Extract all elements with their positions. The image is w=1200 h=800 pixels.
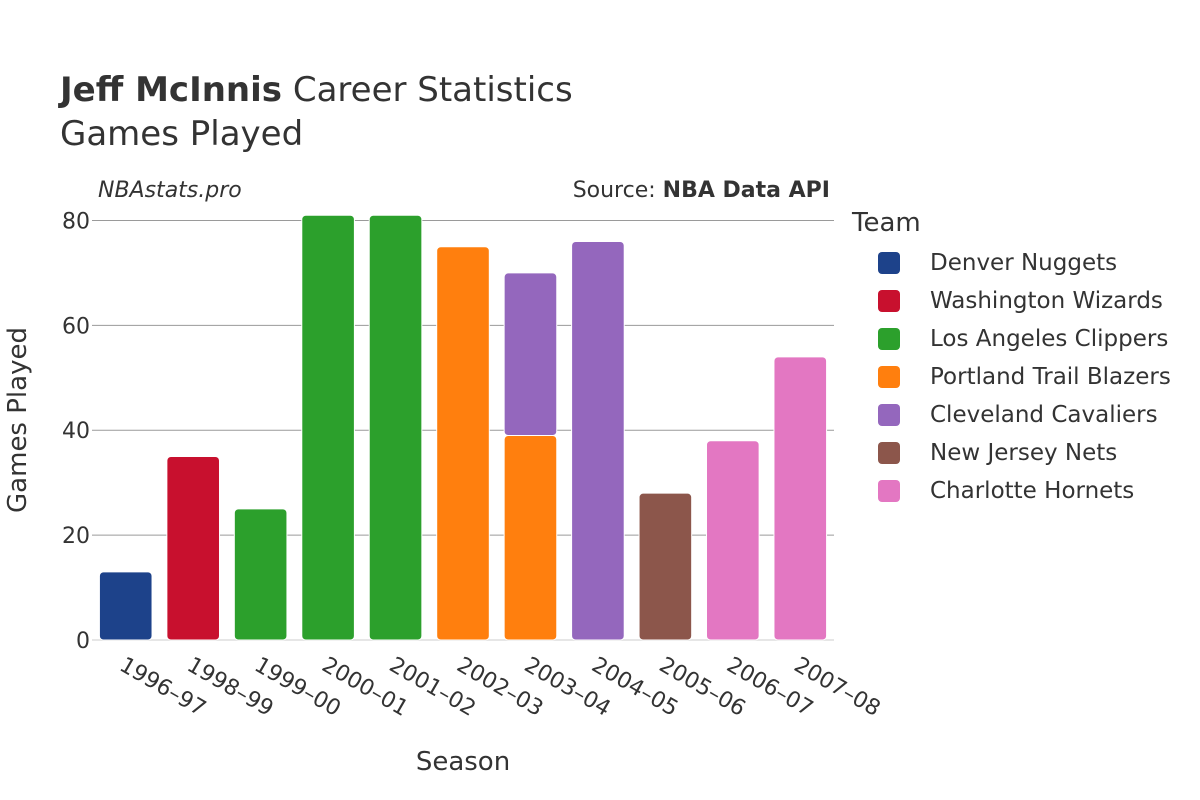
bar-2003–04-portland-trail-blazers[interactable] [503,434,558,641]
legend-swatch [878,404,900,426]
y-tick-label: 40 [62,419,90,444]
legend-label: Charlotte Hornets [930,478,1135,504]
bar-1996–97-denver-nuggets[interactable] [98,571,153,641]
bar-2003–04-cleveland-cavaliers[interactable] [503,272,558,436]
source-note: Source: NBA Data API [573,178,830,203]
legend-label: Portland Trail Blazers [930,364,1171,390]
legend-item[interactable]: Denver Nuggets [852,244,1171,282]
legend-title: Team [852,208,921,238]
legend-label: Cleveland Cavaliers [930,402,1158,428]
legend-item[interactable]: New Jersey Nets [852,434,1171,472]
x-axis-label: Season [416,747,510,777]
y-tick-label: 0 [76,629,90,654]
bar-2000–01-los-angeles-clippers[interactable] [301,214,355,641]
title-rest: Career Statistics [282,70,573,110]
y-tick-label: 20 [62,524,90,549]
y-tick-labels: 0 20 40 60 80 [62,209,90,654]
bar-2007–08-charlotte-hornets[interactable] [773,356,828,641]
source-name: NBA Data API [662,178,830,203]
x-tick-labels: 1996–971998–991999–002000–012001–022002–… [115,653,884,722]
chart-title: Jeff McInnis Career Statistics [60,68,573,112]
bar-2004–05-cleveland-cavaliers[interactable] [571,240,625,641]
bar-1999–00-los-angeles-clippers[interactable] [233,508,288,641]
legend-swatch [878,442,900,464]
legend-label: Denver Nuggets [930,250,1118,276]
legend-item[interactable]: Cleveland Cavaliers [852,396,1171,434]
legend-label: Washington Wizards [930,288,1163,314]
legend-swatch [878,480,900,502]
legend-label: Los Angeles Clippers [930,326,1169,352]
bars [98,214,828,641]
y-tick-label: 80 [62,209,90,234]
legend-item[interactable]: Charlotte Hornets [852,472,1171,510]
y-axis-label: Games Played [3,327,33,513]
bar-2005–06-new-jersey-nets[interactable] [638,492,693,641]
bar-2002–03-portland-trail-blazers[interactable] [436,246,490,641]
legend: Team Denver Nuggets Washington Wizards Los… [852,208,1171,510]
bar-2001–02-los-angeles-clippers[interactable] [368,214,423,641]
y-tick-label: 60 [62,314,90,339]
chart-subtitle: Games Played [60,114,304,154]
player-name: Jeff McInnis [60,70,283,110]
bar-2006–07-charlotte-hornets[interactable] [706,440,760,641]
bar-1998–99-washington-wizards[interactable] [166,455,220,641]
legend-swatch [878,290,900,312]
legend-item[interactable]: Los Angeles Clippers [852,320,1171,358]
legend-item[interactable]: Washington Wizards [852,282,1171,320]
source-prefix: Source: [572,178,663,203]
watermark: NBAstats.pro [98,178,242,203]
legend-swatch [878,252,900,274]
legend-item[interactable]: Portland Trail Blazers [852,358,1171,396]
legend-swatch [878,366,900,388]
legend-label: New Jersey Nets [930,440,1118,466]
legend-swatch [878,328,900,350]
